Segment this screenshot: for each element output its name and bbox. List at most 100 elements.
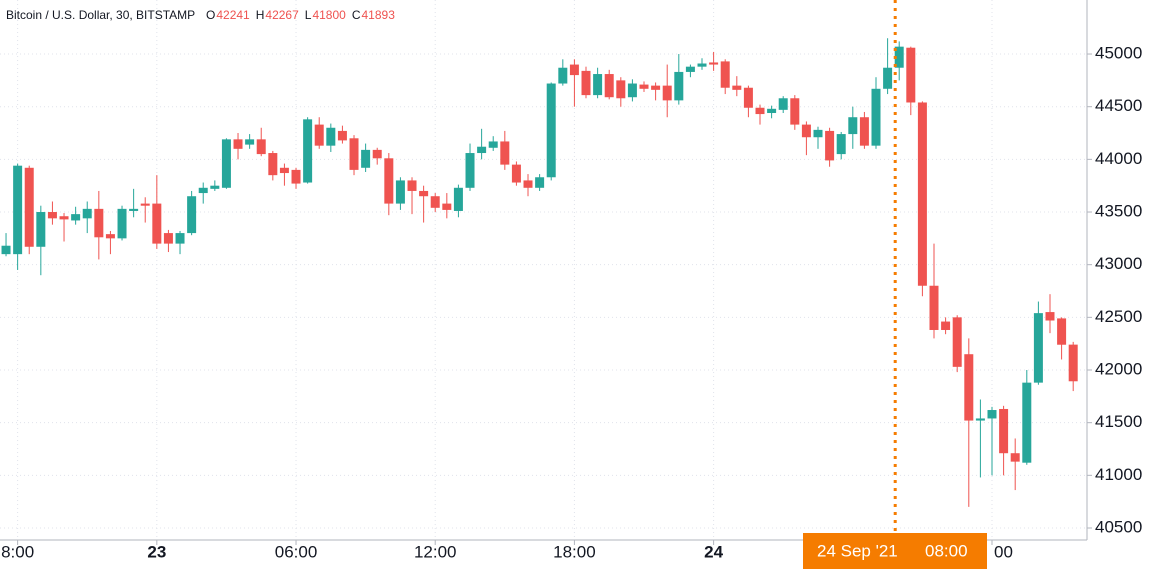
candle-body: [82, 208, 92, 219]
candle-body: [36, 212, 46, 247]
candle-body: [198, 187, 208, 194]
candle-body: [941, 321, 951, 330]
candle-body: [384, 158, 394, 204]
candle-body: [314, 124, 324, 146]
candle-body: [105, 234, 115, 239]
ohlc-key: L: [305, 8, 312, 22]
candle-body: [326, 127, 336, 146]
y-tick-label: 43500: [1095, 202, 1142, 221]
candle-body: [59, 216, 69, 220]
candle-body: [361, 149, 371, 168]
x-tick-label: 24: [704, 542, 723, 561]
axis-labels: 40500 41000 41500 42000 42500 43000 43500 44000…: [1, 44, 1142, 562]
candle-body: [337, 130, 347, 141]
candle-body: [71, 214, 81, 221]
candle-body: [558, 67, 568, 84]
candle-body: [140, 203, 150, 206]
candle-body: [442, 203, 452, 210]
candle-body: [697, 63, 707, 67]
candle-body: [674, 71, 684, 101]
candle-body: [47, 212, 57, 219]
x-tick-label: 23: [147, 542, 166, 561]
candle-body: [453, 187, 463, 211]
candle-body: [836, 134, 846, 155]
candle-body: [964, 354, 974, 421]
candle-body: [488, 141, 498, 148]
candle-body: [291, 169, 301, 184]
candle-body: [848, 117, 858, 135]
x-tick-label: 12:00: [414, 542, 457, 561]
candle-body: [535, 177, 545, 188]
x-tick-label: 18:00: [553, 542, 596, 561]
candle-body: [268, 153, 278, 176]
candle-body: [1022, 382, 1032, 463]
y-tick-label: 40500: [1095, 517, 1142, 536]
candle-body: [477, 146, 487, 154]
candles: [1, 38, 1078, 507]
candle-body: [465, 153, 475, 188]
candle-body: [639, 84, 649, 89]
candle-body: [372, 149, 382, 159]
x-tick-label: 8:00: [1, 542, 34, 561]
candle-body: [523, 180, 533, 188]
candle-body: [720, 61, 730, 88]
candle-body: [790, 98, 800, 125]
crosshair-date: 24 Sep '21: [817, 541, 898, 560]
candle-body: [778, 98, 788, 110]
ohlc-value: 41800: [312, 8, 346, 22]
candle-body: [709, 62, 719, 65]
candle-body: [685, 66, 695, 72]
candle-body: [732, 85, 742, 90]
crosshair-label-box: [803, 533, 987, 569]
candle-body: [279, 167, 289, 174]
candle-body: [546, 83, 556, 178]
candle-body: [511, 164, 521, 183]
y-tick-label: 41000: [1095, 465, 1142, 484]
candle-body: [210, 185, 220, 189]
candle-body: [987, 410, 997, 419]
candle-body: [1068, 344, 1078, 382]
candle-body: [129, 208, 139, 211]
candle-body: [1, 245, 11, 255]
y-tick-label: 42500: [1095, 307, 1142, 326]
candle-body: [627, 83, 637, 98]
candle-body: [233, 139, 243, 149]
y-tick-label: 44500: [1095, 96, 1142, 115]
candle-body: [175, 233, 185, 244]
candle-body: [13, 165, 23, 255]
candle-body: [825, 130, 835, 161]
candle-body: [1010, 453, 1020, 462]
candle-body: [801, 124, 811, 138]
candle-body: [999, 408, 1009, 454]
candle-body: [245, 139, 255, 145]
ohlc-value: 42241: [216, 8, 250, 22]
ohlc-value: 42267: [265, 8, 299, 22]
candle-body: [662, 85, 672, 101]
candle-body: [163, 233, 173, 244]
candle-body: [500, 141, 510, 165]
candle-body: [117, 208, 127, 239]
candle-body: [813, 129, 823, 138]
candle-body: [581, 70, 591, 96]
candle-body: [743, 87, 753, 108]
candle-body: [1033, 313, 1043, 383]
candle-body: [152, 203, 162, 244]
candle-body: [407, 180, 417, 191]
x-tick-label: 06:00: [275, 542, 318, 561]
candle-body: [24, 167, 34, 247]
y-tick-label: 45000: [1095, 44, 1142, 63]
candle-body: [651, 85, 661, 90]
y-tick-label: 44000: [1095, 149, 1142, 168]
candle-body: [419, 190, 429, 197]
ohlc-value: 41893: [362, 8, 396, 22]
candle-body: [859, 117, 869, 146]
crosshair-time: 08:00: [925, 541, 968, 560]
candle-body: [975, 418, 985, 421]
candle-body: [917, 102, 927, 286]
ohlc-key: O: [206, 8, 215, 22]
ohlc-key: H: [256, 8, 265, 22]
candle-body: [221, 139, 231, 188]
chart-title: Bitcoin / U.S. Dollar, 30, BITSTAMP: [6, 8, 195, 22]
candle-body: [894, 46, 904, 68]
